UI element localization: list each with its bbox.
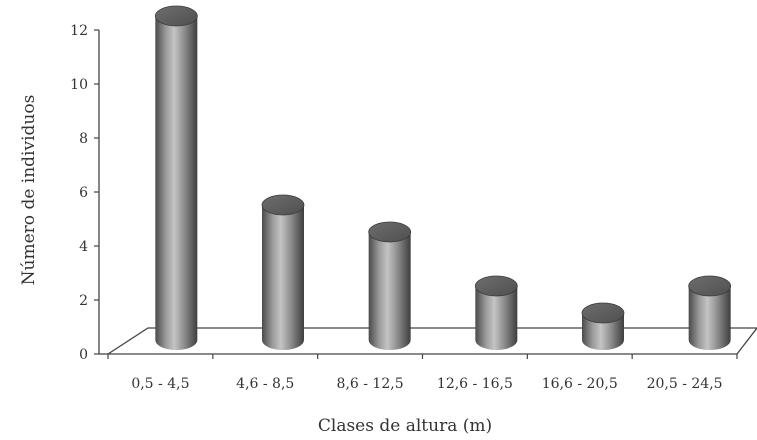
bar — [261, 194, 305, 350]
bar-body — [262, 205, 304, 350]
x-tick-label: 16,6 - 20,5 — [542, 376, 618, 392]
bar-body — [475, 286, 518, 350]
bars — [154, 5, 732, 350]
x-tick-label: 0,5 - 4,5 — [131, 376, 189, 392]
y-tick-label: 8 — [79, 131, 88, 147]
bar-body — [688, 286, 731, 350]
bar-cap — [581, 302, 625, 324]
axes — [94, 29, 738, 359]
y-tick-label: 2 — [79, 293, 88, 309]
y-tick-label: 6 — [79, 185, 88, 201]
y-axis-title: Número de individuos — [19, 95, 39, 286]
bar — [581, 302, 625, 350]
bar — [688, 275, 732, 350]
bar-body — [368, 232, 411, 350]
chart-floor — [107, 327, 757, 355]
y-tick-label: 4 — [79, 239, 88, 255]
bar-cap — [474, 275, 518, 297]
bar-body — [582, 313, 624, 350]
bar-cap — [261, 194, 305, 216]
bar-cap — [688, 275, 732, 297]
bar-cap — [154, 5, 198, 27]
tick-labels: 0 2 4 6 8 10 12 0,5 - 4,5 4,6 - 8,5 8,6 - 12,5 12,… — [70, 23, 722, 392]
x-tick-label: 12,6 - 16,5 — [437, 376, 513, 392]
y-tick-label: 12 — [70, 23, 88, 39]
floor-outline — [107, 327, 757, 355]
x-axis-title: Clases de altura (m) — [318, 416, 492, 436]
bar — [154, 5, 198, 350]
bar-body — [155, 16, 198, 350]
bar — [368, 221, 412, 350]
x-tick-label: 8,6 - 12,5 — [337, 376, 404, 392]
y-tick-label: 10 — [70, 77, 88, 93]
bar-cap — [368, 221, 412, 243]
y-tick-label: 0 — [79, 347, 88, 363]
x-tick-label: 4,6 - 8,5 — [236, 376, 294, 392]
bar — [474, 275, 518, 350]
x-tick-label: 20,5 - 24,5 — [647, 376, 723, 392]
